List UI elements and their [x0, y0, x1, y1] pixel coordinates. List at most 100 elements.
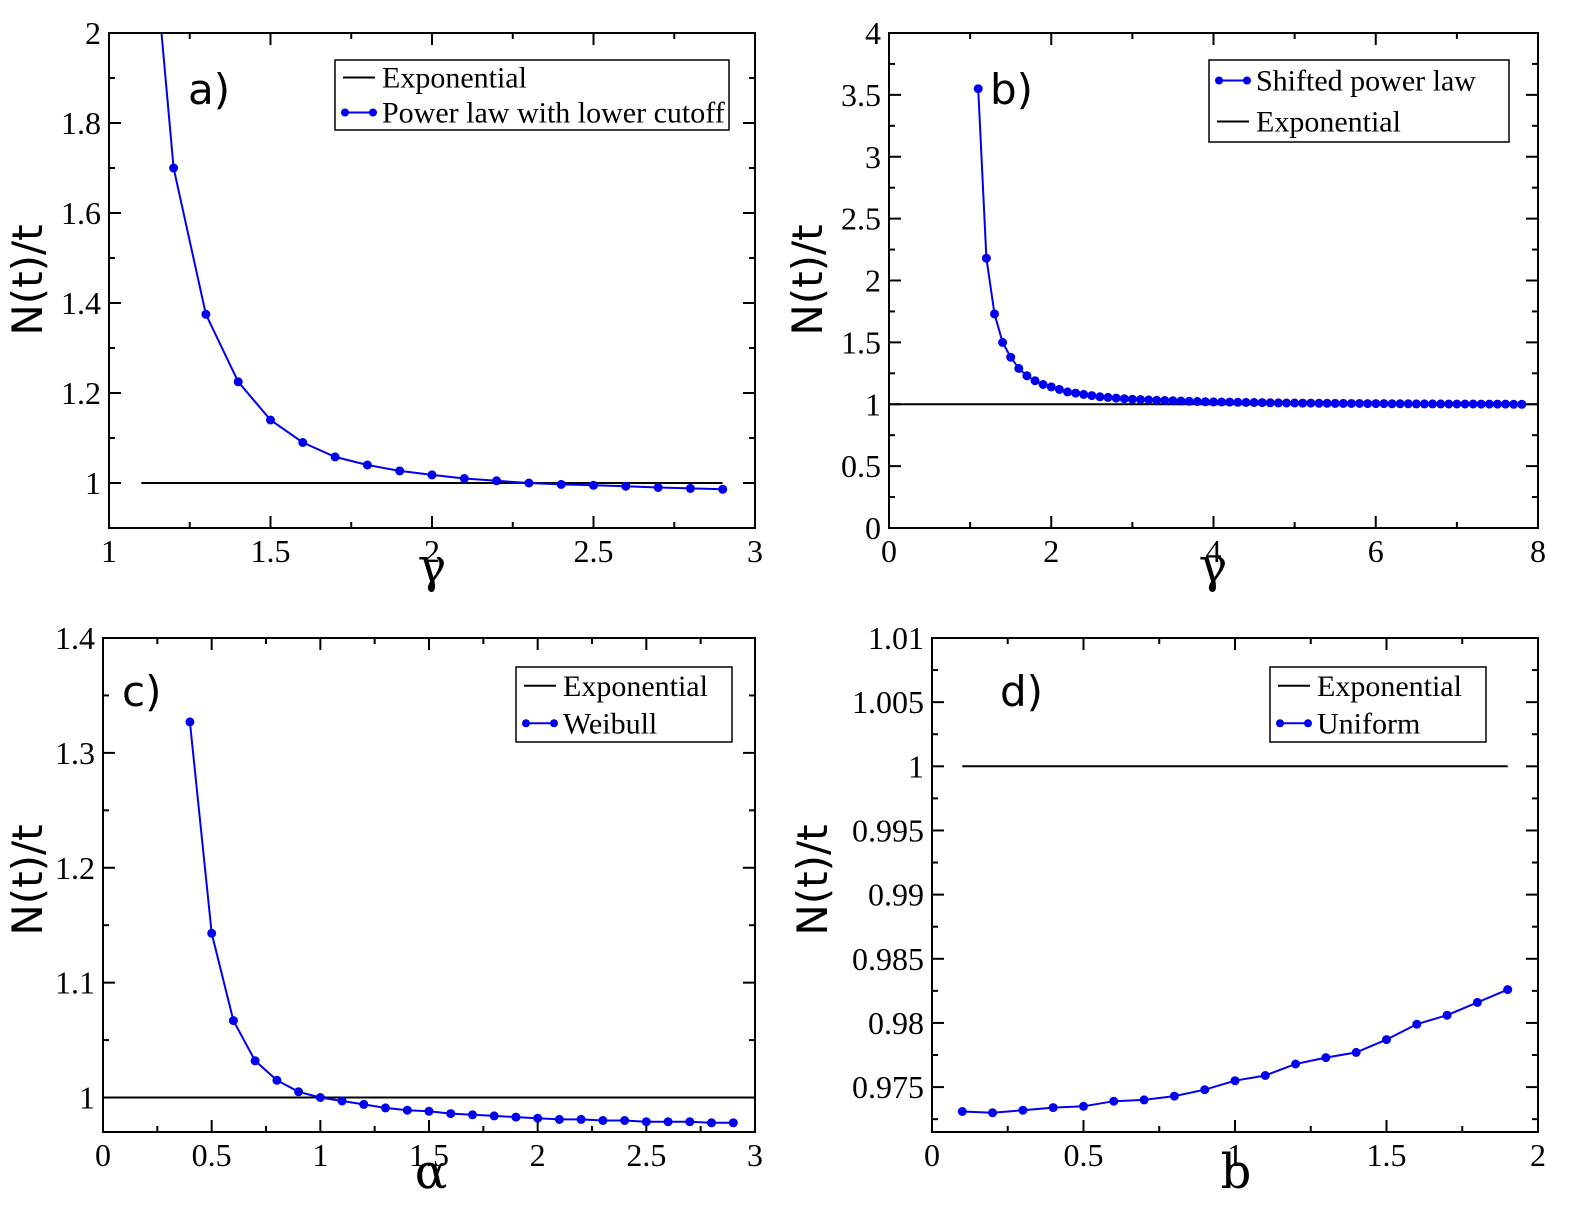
- data-point: [1509, 399, 1519, 409]
- data-point: [272, 1075, 282, 1085]
- legend-entry: Exponential: [563, 670, 708, 703]
- data-point: [1306, 398, 1316, 408]
- data-point: [1006, 352, 1016, 362]
- data-point: [1209, 397, 1218, 407]
- data-point: [621, 481, 631, 491]
- data-point: [1412, 1019, 1422, 1029]
- legend: Exponential Weibull: [515, 666, 733, 743]
- y-tick-label: 1: [79, 1080, 95, 1116]
- y-tick-label: 3: [865, 139, 881, 175]
- data-point: [402, 1105, 412, 1115]
- data-point: [1103, 392, 1113, 402]
- data-point: [1176, 396, 1186, 406]
- data-point: [201, 309, 211, 319]
- legend-marker: [369, 108, 377, 117]
- data-point: [589, 480, 598, 490]
- data-point: [718, 484, 728, 494]
- panel-label: b): [990, 65, 1033, 114]
- x-tick-label: 8: [1530, 533, 1546, 569]
- x-axis-label: γ: [418, 538, 447, 594]
- data-point: [468, 1110, 477, 1120]
- data-point: [1111, 393, 1121, 403]
- x-axis-label: b: [1221, 1144, 1252, 1200]
- data-point: [1152, 395, 1162, 405]
- data-point: [459, 474, 469, 483]
- x-tick-label: 0: [95, 1137, 111, 1173]
- y-tick-label: 1.5: [841, 324, 881, 360]
- data-point: [1371, 399, 1381, 409]
- data-point: [1314, 398, 1324, 408]
- data-point: [169, 163, 179, 173]
- x-tick-label: 0.5: [1064, 1137, 1104, 1173]
- x-tick-label: 1: [312, 1137, 328, 1173]
- data-point: [298, 438, 308, 447]
- plot-area: [103, 717, 755, 1128]
- data-point: [330, 452, 340, 462]
- data-point: [207, 928, 217, 938]
- data-point: [973, 84, 983, 94]
- x-tick-label: 4: [1206, 533, 1222, 569]
- x-tick-label: 0: [881, 533, 897, 569]
- data-point: [1298, 398, 1308, 408]
- data-point: [1225, 397, 1235, 407]
- y-tick-label: 1.3: [55, 735, 95, 771]
- data-point: [957, 1107, 967, 1116]
- data-point: [1144, 395, 1154, 405]
- y-tick-label: 1.4: [61, 285, 101, 321]
- data-point: [1087, 391, 1097, 401]
- y-axis-label: N(t)/t: [3, 824, 52, 935]
- y-axis-label: N(t)/t: [788, 824, 837, 935]
- y-axis-label: N(t)/t: [783, 224, 832, 335]
- plot-area: [141, 33, 728, 494]
- x-tick-label: 1: [1227, 1137, 1243, 1173]
- data-point: [1249, 398, 1259, 407]
- y-tick-label: 4: [865, 15, 881, 51]
- panel-c: 0 0.5 1 1.5 2 2.5 3 1 1.1 1.2 1.3 1.4 α N(t)/t c) Expon…: [3, 620, 763, 1200]
- data-point: [1351, 1047, 1361, 1057]
- data-point: [641, 1117, 651, 1127]
- data-point: [1382, 1035, 1391, 1045]
- legend-entry: Uniform: [1317, 707, 1420, 740]
- data-point: [554, 1114, 564, 1124]
- y-tick-label: 1.8: [61, 105, 101, 141]
- x-tick-label: 2: [530, 1137, 546, 1173]
- legend-entry: Exponential: [1256, 106, 1401, 139]
- data-point: [1119, 394, 1129, 404]
- y-tick-label: 1: [865, 386, 881, 422]
- legend: Exponential Uniform: [1269, 666, 1487, 743]
- data-point: [250, 1056, 260, 1066]
- data-point: [489, 1111, 499, 1121]
- data-point: [1484, 399, 1494, 409]
- x-tick-label: 0: [924, 1137, 940, 1173]
- legend-box: [334, 59, 730, 131]
- data-point: [1139, 1095, 1149, 1105]
- legend-entry: Exponential: [1317, 670, 1462, 703]
- data-point: [1233, 397, 1243, 407]
- data-point: [620, 1116, 630, 1125]
- x-tick-label: 2: [1530, 1137, 1546, 1173]
- data-point: [1217, 397, 1227, 407]
- data-point: [576, 1114, 586, 1124]
- data-point: [1230, 1076, 1240, 1086]
- y-tick-label: 0.5: [841, 448, 881, 484]
- data-point: [1403, 399, 1413, 409]
- data-point: [524, 478, 534, 488]
- x-tick-label: 1.5: [409, 1137, 449, 1173]
- legend-entry: Power law with lower cutoff: [382, 97, 725, 130]
- y-tick-label: 1.4: [55, 620, 95, 656]
- legend-marker: [1243, 76, 1251, 85]
- x-tick-label: 0.5: [192, 1137, 232, 1173]
- data-point: [294, 1087, 304, 1097]
- data-point: [1192, 397, 1202, 406]
- data-point: [1046, 382, 1056, 392]
- data-point: [1127, 394, 1137, 404]
- data-point: [1079, 389, 1089, 399]
- panel-label: c): [122, 667, 161, 716]
- data-point: [990, 309, 999, 319]
- y-tick-label: 1.1: [55, 965, 95, 1001]
- y-tick-label: 1: [85, 465, 101, 501]
- x-tick-label: 2: [1043, 533, 1059, 569]
